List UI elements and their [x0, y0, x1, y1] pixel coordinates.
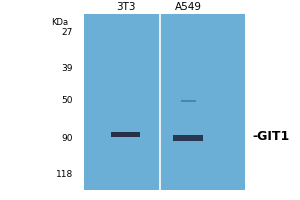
Bar — [181, 100, 196, 102]
Text: KDa: KDa — [51, 18, 68, 27]
Bar — [84, 14, 245, 190]
Bar — [173, 135, 203, 141]
Text: 90: 90 — [62, 134, 73, 143]
Text: 39: 39 — [62, 64, 73, 73]
Text: 118: 118 — [56, 170, 73, 179]
Text: 27: 27 — [62, 28, 73, 37]
Bar — [111, 132, 140, 137]
Text: -GIT1: -GIT1 — [253, 130, 290, 143]
Text: 50: 50 — [62, 96, 73, 105]
Text: A549: A549 — [175, 2, 202, 12]
Text: 3T3: 3T3 — [116, 2, 135, 12]
